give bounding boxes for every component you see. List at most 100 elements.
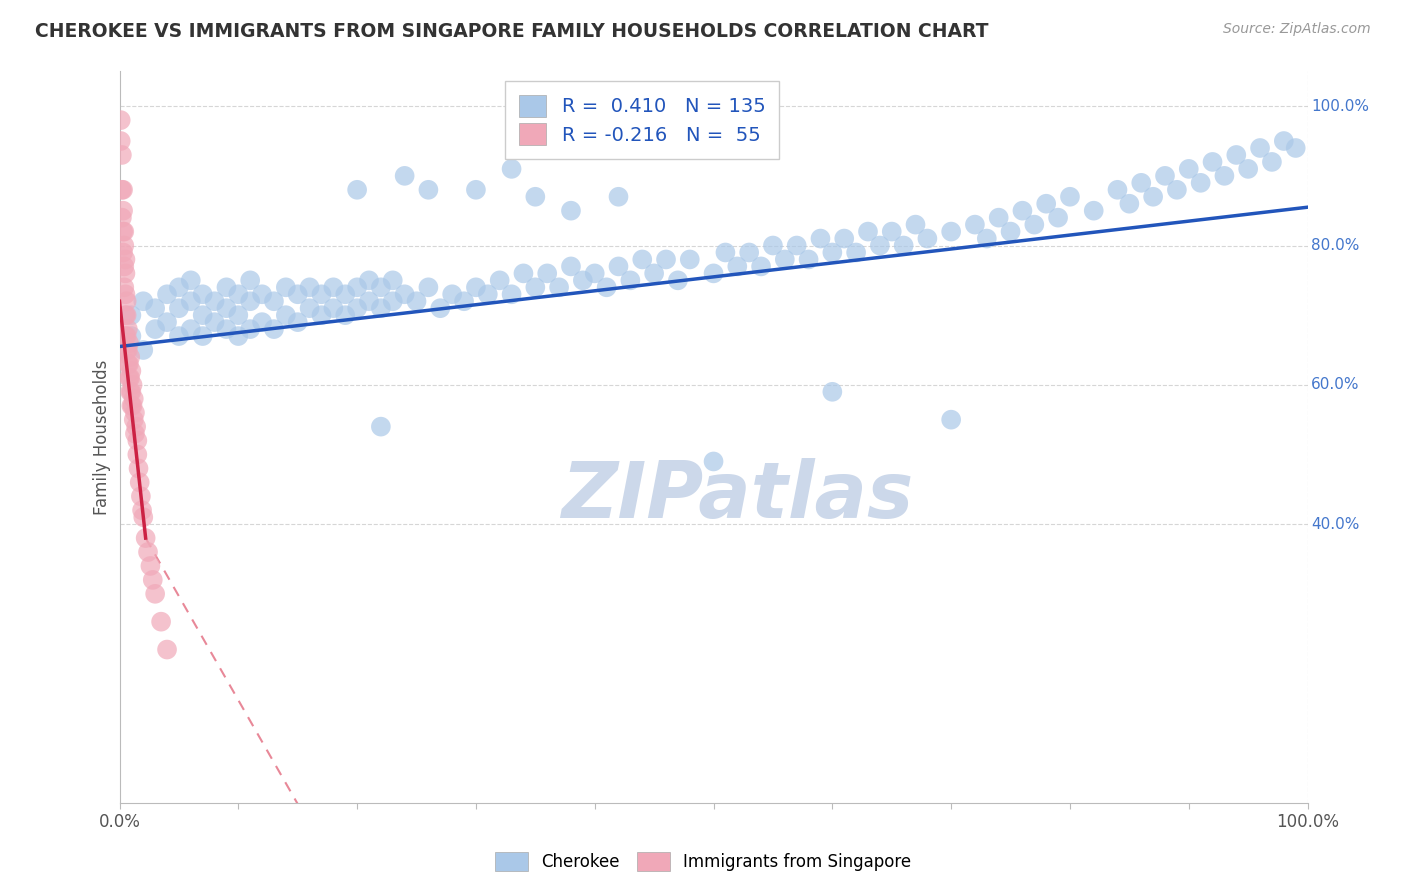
Point bbox=[111, 211, 134, 225]
Point bbox=[112, 245, 135, 260]
Point bbox=[1000, 225, 1022, 239]
Point bbox=[560, 260, 582, 274]
Point bbox=[114, 252, 136, 267]
Point bbox=[370, 301, 392, 316]
Point bbox=[143, 301, 166, 316]
Text: 80.0%: 80.0% bbox=[1312, 238, 1360, 253]
Point bbox=[679, 252, 702, 267]
Point bbox=[215, 280, 238, 294]
Point bbox=[112, 183, 135, 197]
Point bbox=[666, 273, 689, 287]
Point bbox=[512, 266, 534, 280]
Point bbox=[115, 329, 138, 343]
Point bbox=[239, 294, 262, 309]
Point bbox=[453, 294, 475, 309]
Point bbox=[357, 273, 380, 287]
Point bbox=[595, 280, 617, 294]
Point bbox=[167, 329, 190, 343]
Point bbox=[832, 231, 855, 245]
Point bbox=[797, 252, 820, 267]
Point bbox=[121, 377, 143, 392]
Point bbox=[117, 343, 139, 357]
Point bbox=[821, 245, 844, 260]
Point bbox=[250, 315, 273, 329]
Point bbox=[115, 294, 138, 309]
Point bbox=[572, 273, 595, 287]
Point bbox=[120, 399, 142, 413]
Point bbox=[773, 252, 796, 267]
Point bbox=[112, 260, 135, 274]
Point bbox=[112, 238, 135, 252]
Point bbox=[204, 294, 226, 309]
Point bbox=[607, 190, 630, 204]
Point bbox=[125, 419, 148, 434]
Point bbox=[702, 454, 725, 468]
Point bbox=[136, 545, 159, 559]
Point bbox=[987, 211, 1010, 225]
Point bbox=[239, 273, 262, 287]
Point bbox=[477, 287, 499, 301]
Text: 60.0%: 60.0% bbox=[1312, 377, 1360, 392]
Point bbox=[1249, 141, 1271, 155]
Point bbox=[120, 364, 142, 378]
Point bbox=[904, 218, 927, 232]
Point bbox=[204, 315, 226, 329]
Point bbox=[1261, 155, 1284, 169]
Point bbox=[488, 273, 510, 287]
Point bbox=[381, 294, 404, 309]
Point bbox=[880, 225, 903, 239]
Point bbox=[112, 203, 135, 218]
Point bbox=[112, 280, 135, 294]
Point bbox=[114, 266, 136, 280]
Text: 100.0%: 100.0% bbox=[1312, 99, 1369, 113]
Point bbox=[322, 301, 344, 316]
Text: ZIPatlas: ZIPatlas bbox=[561, 458, 914, 533]
Point bbox=[381, 273, 404, 287]
Point bbox=[180, 294, 202, 309]
Point bbox=[441, 287, 464, 301]
Point bbox=[118, 336, 141, 351]
Point bbox=[122, 392, 145, 406]
Point bbox=[311, 308, 333, 322]
Point bbox=[143, 322, 166, 336]
Point bbox=[118, 357, 141, 371]
Point bbox=[117, 322, 139, 336]
Point bbox=[143, 587, 166, 601]
Point bbox=[762, 238, 785, 252]
Point bbox=[120, 329, 142, 343]
Point bbox=[714, 245, 737, 260]
Point bbox=[191, 287, 214, 301]
Point bbox=[120, 350, 142, 364]
Point bbox=[156, 287, 179, 301]
Legend: Cherokee, Immigrants from Singapore: Cherokee, Immigrants from Singapore bbox=[486, 843, 920, 880]
Point bbox=[124, 426, 146, 441]
Point bbox=[111, 148, 134, 162]
Point bbox=[1083, 203, 1105, 218]
Point bbox=[643, 266, 665, 280]
Point bbox=[548, 280, 571, 294]
Point bbox=[845, 245, 868, 260]
Point bbox=[418, 183, 440, 197]
Point bbox=[142, 573, 165, 587]
Point bbox=[607, 260, 630, 274]
Point bbox=[132, 294, 155, 309]
Point bbox=[1201, 155, 1223, 169]
Point bbox=[263, 294, 285, 309]
Point bbox=[135, 531, 157, 545]
Point bbox=[250, 287, 273, 301]
Point bbox=[215, 322, 238, 336]
Point bbox=[1154, 169, 1177, 183]
Point bbox=[501, 161, 523, 176]
Text: Source: ZipAtlas.com: Source: ZipAtlas.com bbox=[1223, 22, 1371, 37]
Point bbox=[311, 287, 333, 301]
Point bbox=[1011, 203, 1033, 218]
Point bbox=[501, 287, 523, 301]
Point bbox=[128, 475, 150, 490]
Point bbox=[335, 287, 357, 301]
Point bbox=[298, 280, 321, 294]
Point bbox=[239, 322, 262, 336]
Point bbox=[1118, 196, 1140, 211]
Point bbox=[215, 301, 238, 316]
Point bbox=[856, 225, 879, 239]
Point bbox=[583, 266, 606, 280]
